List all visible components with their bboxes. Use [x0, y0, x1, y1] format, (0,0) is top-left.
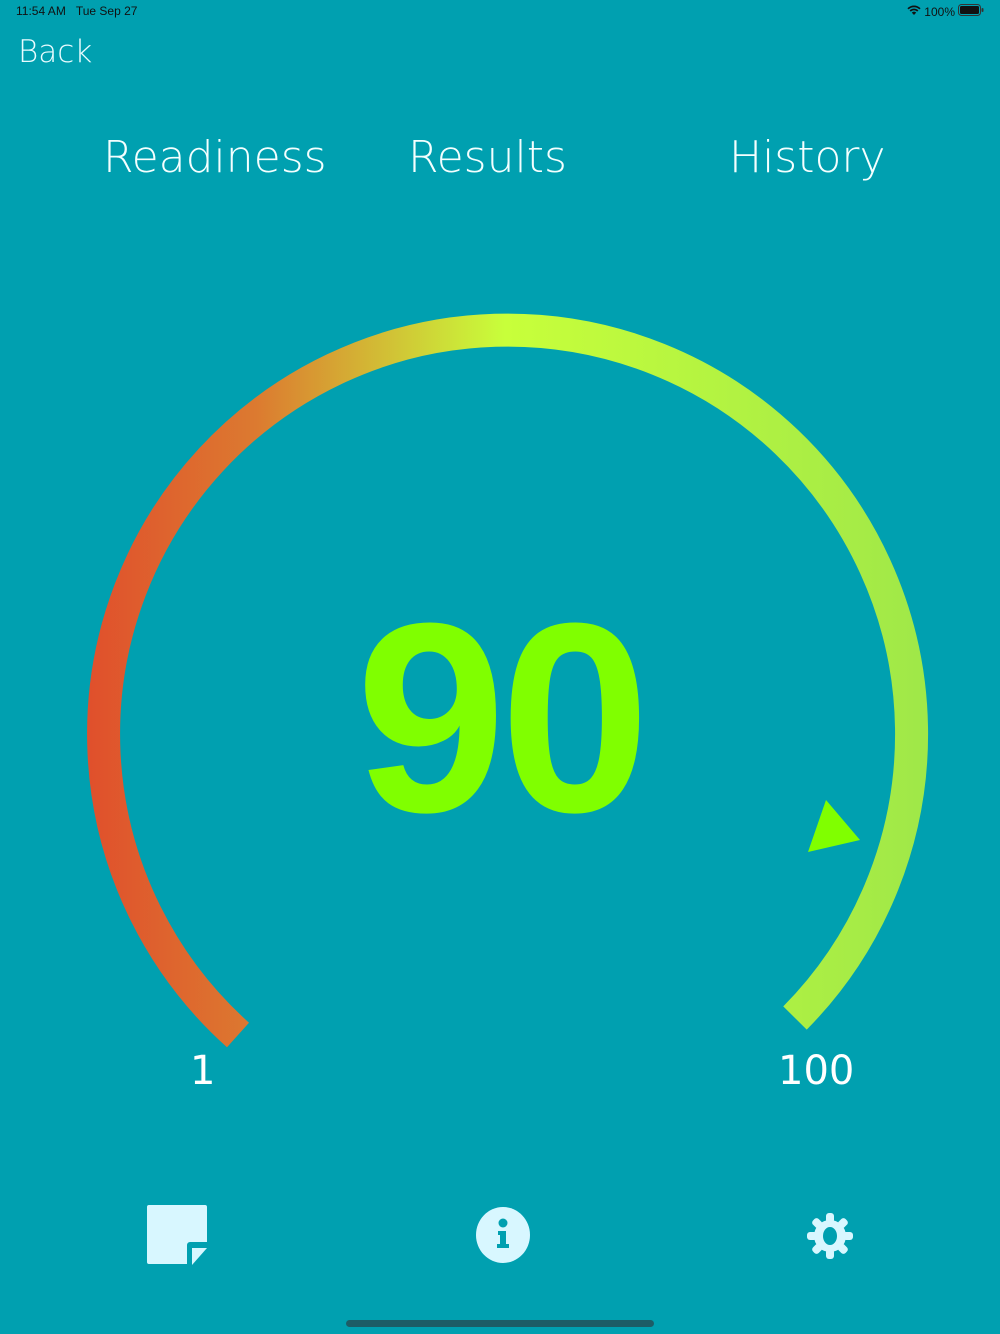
status-right: 100%	[907, 4, 984, 19]
gauge-pointer	[808, 800, 860, 852]
gauge-max-label: 100	[778, 1048, 855, 1094]
tab-history[interactable]: History	[729, 132, 886, 183]
tab-readiness[interactable]: Readiness	[103, 132, 327, 183]
gear-icon[interactable]	[806, 1212, 854, 1264]
battery-icon	[958, 4, 984, 19]
battery-percent: 100%	[924, 4, 955, 19]
tab-results[interactable]: Results	[408, 132, 567, 183]
info-icon[interactable]	[475, 1206, 531, 1268]
note-icon[interactable]	[146, 1204, 208, 1270]
gauge-arc	[87, 313, 929, 1048]
status-time: 11:54 AM Tue Sep 27	[16, 4, 138, 18]
score-value: 90	[355, 568, 650, 869]
gauge-min-label: 1	[190, 1048, 216, 1094]
wifi-icon	[907, 4, 921, 19]
back-button[interactable]: Back	[18, 34, 93, 70]
home-indicator[interactable]	[346, 1320, 654, 1327]
